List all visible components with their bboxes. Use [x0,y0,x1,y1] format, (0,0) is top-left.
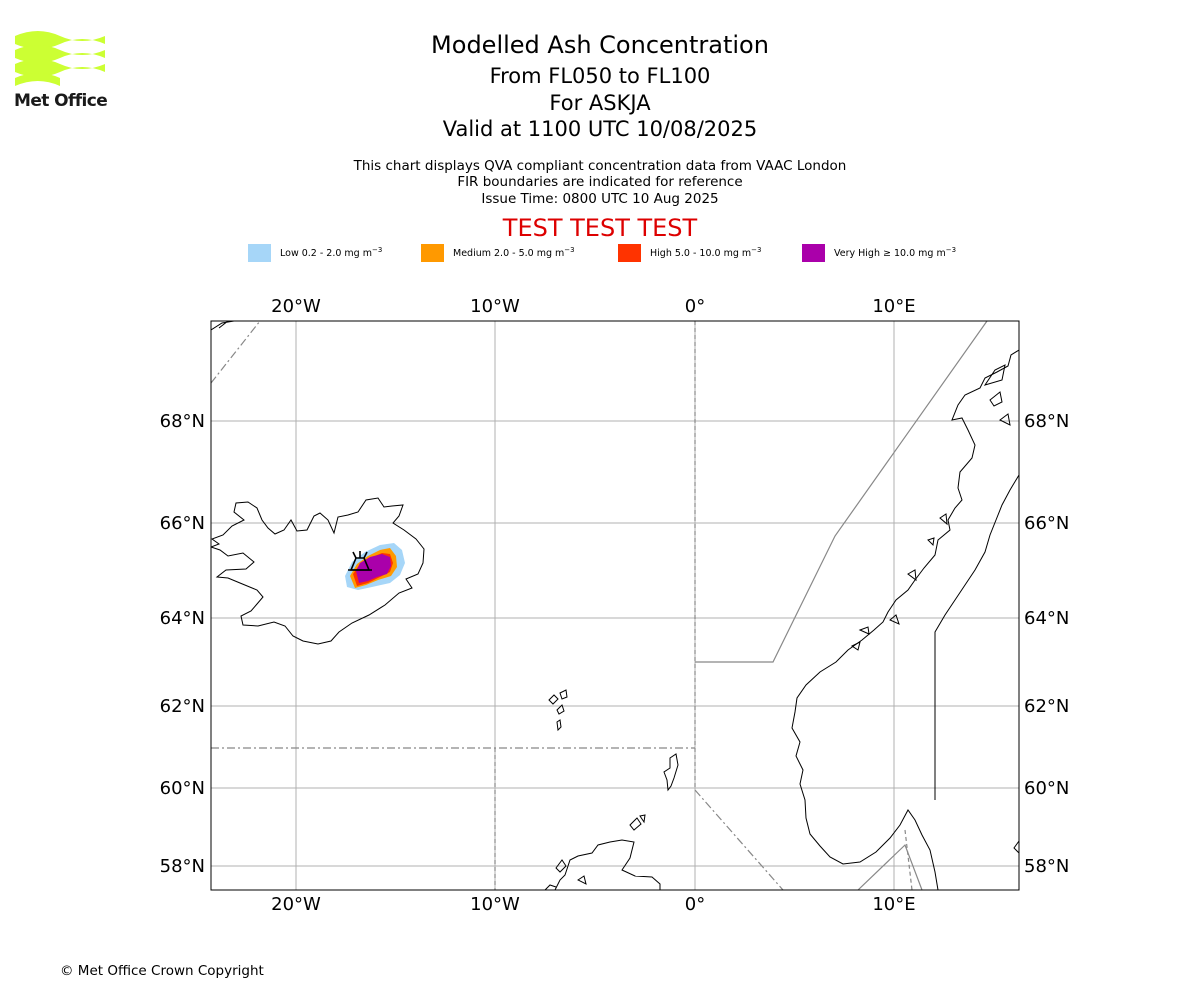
coast-orkney [629,814,646,831]
copyright-notice: © Met Office Crown Copyright [60,963,264,979]
lon-tick-bottom: 20°W [271,894,321,915]
issue-time: Issue Time: 0800 UTC 10 Aug 2025 [481,191,719,207]
fir-boundary-south [904,829,913,890]
coastlines [211,321,1019,890]
volcano-icon [348,551,372,571]
lat-ticks-left: 68°N 66°N 64°N 62°N 60°N 58°N [160,411,205,877]
coast-faroe-islands [548,689,568,732]
met-office-logo: Met Office [14,30,108,112]
legend-item-very-high: Very High ≥ 10.0 mg m−3 [802,244,956,262]
coast-lofoten [983,364,1011,426]
fir-boundaries [211,321,988,890]
lon-tick-bottom: 10°E [872,894,915,915]
fir-boundary-norway [695,321,988,663]
coast-scotland [554,839,661,890]
lat-tick-right: 66°N [1024,513,1069,534]
lon-tick-top: 20°W [271,296,321,317]
lat-tick-right: 62°N [1024,696,1069,717]
lat-tick-right: 58°N [1024,856,1069,877]
fir-boundary-skagerrak [857,843,923,890]
lat-tick-right: 60°N [1024,778,1069,799]
coast-greenland [211,321,235,331]
lat-tick-left: 58°N [160,856,205,877]
lat-tick-left: 64°N [160,608,205,629]
legend-unit-exponent: −3 [564,246,575,255]
legend-item-medium: Medium 2.0 - 5.0 mg m−3 [421,244,575,262]
volcano-name: For ASKJA [549,91,651,115]
lat-tick-right: 64°N [1024,608,1069,629]
lon-tick-top: 10°W [470,296,520,317]
lon-tick-top: 0° [685,296,705,317]
lat-ticks-right: 68°N 66°N 64°N 62°N 60°N 58°N [1024,411,1069,877]
map-plot-area [211,321,1019,890]
legend-swatch-very-high [802,244,825,262]
chart-title: Modelled Ash Concentration [431,31,769,59]
coast-norway [791,349,1019,890]
legend-unit-exponent: −3 [751,246,762,255]
legend-label-medium: Medium 2.0 - 5.0 mg m [453,248,565,260]
legend-label-high: High 5.0 - 10.0 mg m [650,248,752,260]
legend-unit-exponent: −3 [945,246,957,255]
legend-item-low: Low 0.2 - 2.0 mg m−3 [248,244,382,262]
lon-ticks-top: 20°W 10°W 0° 10°E [271,296,915,317]
test-banner: TEST TEST TEST [502,214,698,242]
lat-tick-left: 60°N [160,778,205,799]
lat-tick-left: 66°N [160,513,205,534]
subtitle-line-2: FIR boundaries are indicated for referen… [457,174,743,190]
coast-norway-islands [851,513,948,651]
coast-iceland [211,497,425,645]
legend-swatch-medium [421,244,444,262]
fir-boundary-nw [211,321,261,384]
logo-text: Met Office [14,91,108,111]
flight-level-range: From FL050 to FL100 [489,64,711,88]
valid-time: Valid at 1100 UTC 10/08/2025 [442,117,758,141]
legend-swatch-low [248,244,271,262]
legend-unit-exponent: −3 [372,246,383,255]
fir-boundary-se [694,789,784,890]
lon-tick-top: 10°E [872,296,915,317]
graticule [211,321,1019,890]
coast-shetland [663,753,679,792]
lat-tick-right: 68°N [1024,411,1069,432]
coast-sweden [1013,840,1019,854]
legend-label-low: Low 0.2 - 2.0 mg m [280,248,372,260]
lon-tick-bottom: 10°W [470,894,520,915]
legend-label-very-high: Very High ≥ 10.0 mg m [834,248,946,260]
legend-swatch-high [618,244,641,262]
lat-tick-left: 62°N [160,696,205,717]
met-office-waves-icon [15,31,105,86]
lon-tick-bottom: 0° [685,894,705,915]
lon-ticks-bottom: 20°W 10°W 0° 10°E [271,894,915,915]
lat-tick-left: 68°N [160,411,205,432]
subtitle-line-1: This chart displays QVA compliant concen… [353,158,847,174]
coast-norway-inner [934,474,1019,800]
ash-plume [345,543,405,590]
legend-item-high: High 5.0 - 10.0 mg m−3 [618,244,762,262]
coast-hebrides [544,859,587,890]
map-frame [210,320,1020,891]
